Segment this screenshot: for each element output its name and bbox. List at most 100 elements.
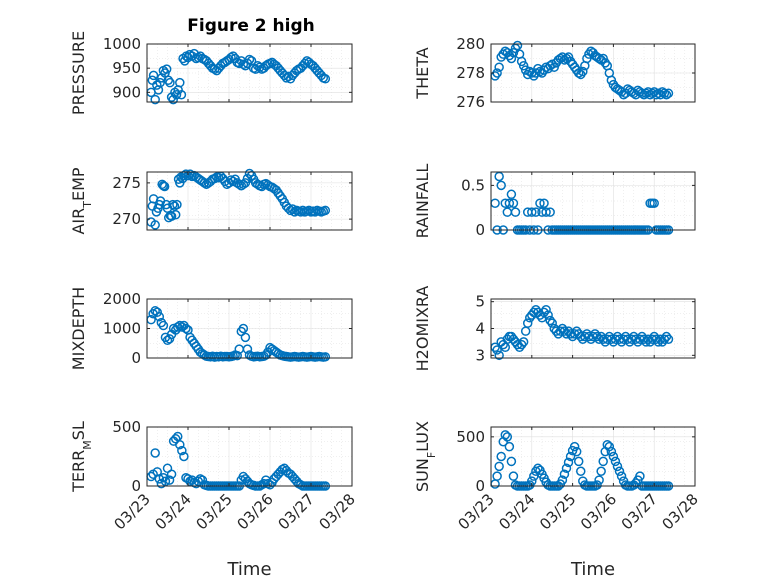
data-point	[150, 220, 160, 230]
data-point	[502, 432, 513, 442]
data-point	[154, 311, 165, 322]
data-point	[663, 334, 674, 344]
data-point	[158, 320, 169, 331]
subplot-5: 0 1000 2000 MIXDEPTH	[69, 287, 353, 370]
data-point	[193, 52, 203, 63]
data-point	[508, 47, 519, 58]
data-point	[320, 352, 331, 362]
data-point	[157, 179, 167, 190]
data-point	[527, 207, 537, 217]
data-point	[531, 68, 541, 78]
data-point	[576, 466, 586, 476]
data-point	[496, 451, 506, 462]
data-point	[494, 62, 504, 72]
axes-frame	[146, 43, 353, 103]
data-point	[506, 189, 517, 200]
data-point	[606, 446, 617, 457]
data-point	[592, 480, 602, 490]
data-point	[563, 52, 574, 62]
data-point	[506, 456, 517, 467]
data-point	[516, 56, 527, 67]
data-point	[504, 441, 515, 452]
y-tick-label: 500	[112, 418, 141, 436]
data-point	[240, 178, 251, 188]
data-point	[496, 180, 506, 191]
data-point	[179, 451, 189, 462]
data-point	[578, 66, 588, 77]
data-point	[561, 463, 572, 474]
data-point	[537, 313, 547, 323]
data-point	[255, 62, 265, 72]
subplot-1: 900 950 1000 PRESSURE	[69, 31, 353, 115]
data-point	[164, 475, 175, 485]
data-point	[535, 66, 545, 77]
data-point	[573, 456, 584, 467]
y-tick-label: 500	[456, 428, 485, 446]
data-point	[661, 90, 672, 100]
data-point	[242, 344, 253, 354]
data-point	[154, 474, 165, 484]
y-axis-label: TERRMSL	[69, 421, 94, 493]
axes-frame	[490, 426, 696, 487]
y-axis-label: SUNFLUX	[413, 421, 438, 492]
data-point	[659, 88, 670, 99]
y-tick-label: 3	[475, 346, 485, 364]
y-tick-label: 2000	[103, 290, 141, 308]
data-point	[610, 456, 621, 467]
data-point	[148, 70, 159, 81]
data-point	[549, 62, 559, 72]
data-point	[175, 439, 185, 450]
data-point	[565, 451, 576, 462]
y-tick-label: 950	[112, 59, 141, 77]
data-point	[592, 331, 602, 342]
data-point	[510, 207, 521, 217]
data-point	[160, 476, 171, 487]
data-point	[541, 304, 551, 315]
data-point	[508, 198, 519, 208]
y-tick-label: 0	[475, 477, 485, 495]
data-point	[150, 448, 160, 458]
data-point	[320, 205, 331, 216]
data-point	[512, 40, 523, 51]
y-tick-label: 275	[112, 174, 141, 192]
data-point	[614, 466, 625, 476]
axes-frame	[490, 171, 696, 231]
data-point	[663, 88, 674, 99]
data-point	[604, 441, 615, 452]
data-point	[238, 59, 249, 70]
data-point	[504, 198, 515, 208]
data-point	[492, 345, 502, 355]
data-point	[557, 475, 568, 485]
data-point	[518, 61, 529, 71]
data-point	[159, 181, 170, 192]
data-point	[170, 210, 181, 220]
data-point	[641, 337, 651, 347]
data-point	[518, 337, 529, 347]
data-point	[547, 318, 557, 328]
data-point	[494, 350, 504, 361]
data-point	[598, 53, 608, 64]
y-tick-label: 1000	[103, 320, 141, 338]
data-point	[226, 52, 236, 63]
data-point	[535, 198, 545, 208]
data-point	[168, 199, 178, 210]
data-point	[573, 68, 584, 78]
data-point	[598, 456, 608, 467]
data-point	[512, 339, 523, 350]
data-point	[240, 332, 251, 343]
y-tick-label: 4	[475, 320, 485, 338]
data-point	[163, 75, 174, 85]
data-point	[594, 53, 604, 64]
data-point	[608, 451, 619, 462]
y-tick-label: 270	[112, 210, 141, 228]
data-point	[508, 471, 519, 481]
data-point	[506, 53, 517, 64]
data-point	[176, 90, 187, 100]
y-tick-label: 0	[475, 221, 485, 239]
data-point	[606, 75, 617, 85]
y-tick-label: 0.5	[461, 176, 485, 194]
data-point	[232, 350, 242, 361]
data-point	[244, 54, 255, 65]
data-point	[166, 469, 177, 479]
